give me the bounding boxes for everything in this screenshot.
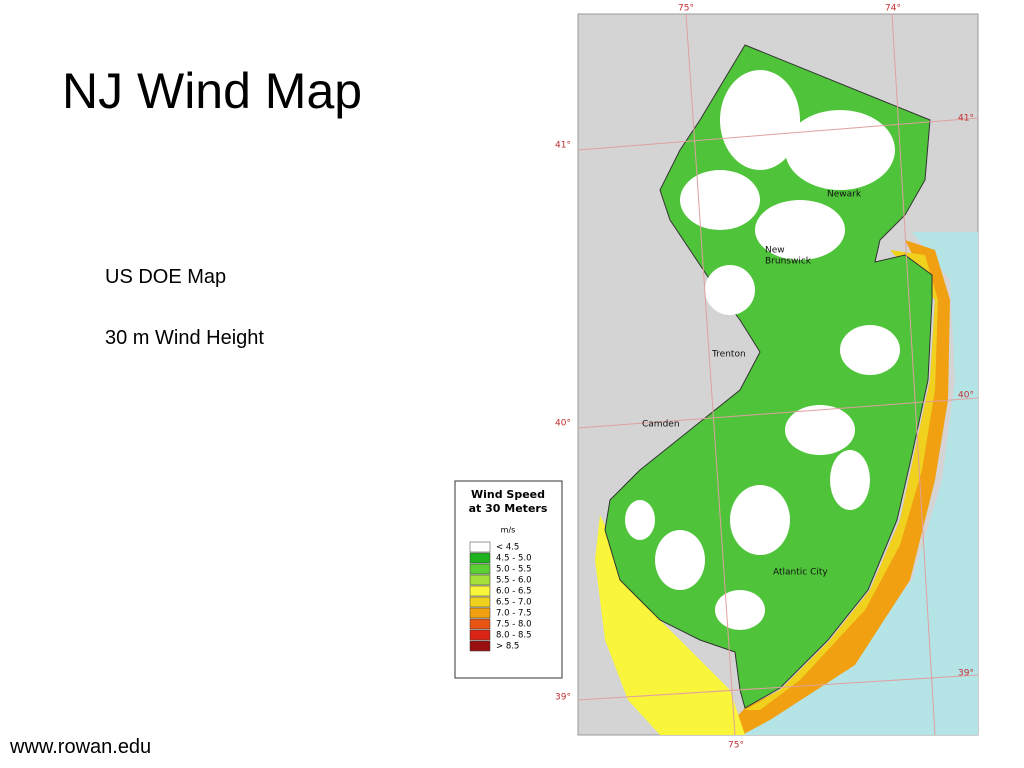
- place-label: Atlantic City: [773, 568, 828, 578]
- legend-title: Wind Speed: [471, 488, 545, 501]
- ocean: [742, 232, 978, 735]
- legend-label: 6.0 - 6.5: [496, 587, 532, 597]
- legend-label: 7.0 - 7.5: [496, 609, 532, 619]
- coordinate-label: 39°: [958, 669, 974, 679]
- place-label: Camden: [642, 420, 680, 430]
- legend-label: 5.0 - 5.5: [496, 565, 532, 575]
- legend-swatch: [469, 563, 491, 575]
- slide-title: NJ Wind Map: [62, 63, 363, 119]
- coordinate-label: 39°: [555, 693, 571, 703]
- legend-swatch: [469, 596, 491, 608]
- place-label: New: [765, 246, 785, 256]
- low-wind-areas: [625, 70, 900, 630]
- legend-label: 8.0 - 8.5: [496, 631, 532, 641]
- graticule: [577, 13, 979, 736]
- bay-band: [595, 515, 745, 735]
- legend-label: 7.5 - 8.0: [496, 620, 532, 630]
- coordinate-label: 74°: [885, 4, 901, 14]
- legend-label: 4.5 - 5.0: [496, 554, 532, 564]
- place-label: Brunswick: [765, 257, 812, 267]
- legend-label: 5.5 - 6.0: [496, 576, 532, 586]
- legend-swatch: [469, 607, 491, 619]
- legend-swatch: [469, 541, 491, 553]
- footer-url: www.rowan.edu: [10, 736, 152, 758]
- coordinate-label: 75°: [678, 4, 694, 14]
- place-label: Trenton: [711, 350, 746, 360]
- legend-label: > 8.5: [496, 642, 519, 652]
- coordinate-label: 40°: [958, 391, 974, 401]
- coordinate-label: 40°: [555, 419, 571, 429]
- legend-swatch: [469, 640, 491, 652]
- legend-label: < 4.5: [496, 543, 519, 553]
- legend-swatch: [469, 574, 491, 586]
- legend-title: at 30 Meters: [469, 502, 548, 515]
- coordinate-label: 41°: [555, 141, 571, 151]
- bullet: 30 m Wind Height: [105, 327, 264, 349]
- legend-label: 6.5 - 7.0: [496, 598, 532, 608]
- legend-swatch: [469, 618, 491, 630]
- place-label: Newark: [827, 190, 862, 200]
- legend-swatch: [469, 585, 491, 597]
- legend-swatch: [469, 629, 491, 641]
- legend-swatch: [469, 552, 491, 564]
- coordinate-label: 75°: [728, 741, 744, 751]
- coordinate-label: 41°: [958, 114, 974, 124]
- legend-unit: m/s: [501, 526, 516, 535]
- bullet: US DOE Map: [105, 266, 227, 288]
